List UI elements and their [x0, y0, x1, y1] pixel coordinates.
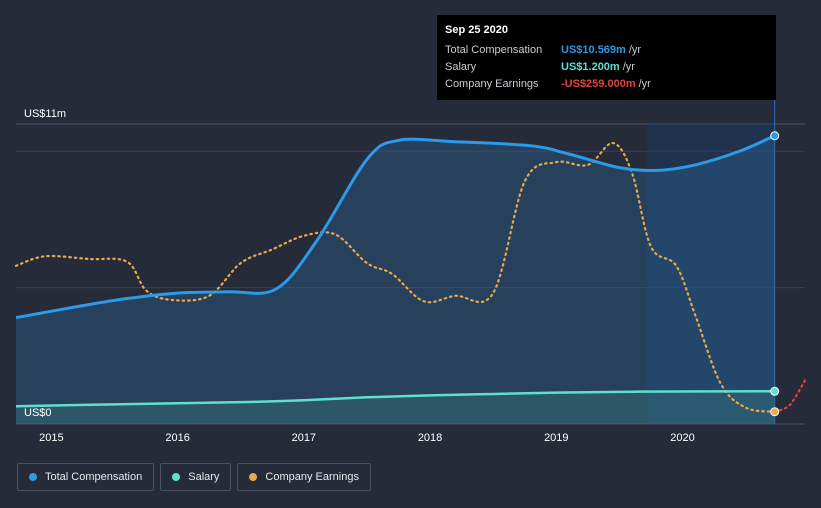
- tooltip-value: -US$259.000m: [561, 77, 636, 90]
- legend-item-salary[interactable]: Salary: [160, 463, 232, 491]
- tooltip-date: Sep 25 2020: [445, 24, 508, 36]
- y-tick-label: US$0: [24, 407, 52, 419]
- grid-layer: [16, 100, 805, 425]
- y-tick-label: US$11m: [24, 108, 66, 120]
- legend-dot-icon: [172, 473, 181, 481]
- tooltip-label: Total Compensation: [445, 43, 543, 56]
- tooltip-label: Salary: [445, 60, 477, 73]
- tooltip-unit: /yr: [628, 43, 642, 56]
- total-compensation-area: [16, 135, 775, 424]
- x-tick-label: 2019: [544, 432, 568, 444]
- x-tick-label: 2015: [39, 432, 63, 444]
- tooltip-row-total-compensation: Total Compensation US$10.569m /yr: [445, 41, 768, 58]
- legend: Total Compensation Salary Company Earnin…: [17, 463, 371, 491]
- salary-line: [15, 390, 775, 408]
- legend-label: Salary: [188, 471, 220, 483]
- x-tick-label: 2018: [418, 432, 442, 444]
- tooltip-label: Company Earnings: [445, 77, 539, 90]
- label-layer: US$0 US$11m 2015 2016 2017 2018 2019 2020: [24, 108, 695, 444]
- tooltip-unit: /yr: [622, 60, 635, 73]
- legend-label: Company Earnings: [265, 471, 359, 483]
- highlight-band: [647, 124, 775, 424]
- line-layer: [14, 131, 807, 417]
- legend-label: Total Compensation: [45, 471, 143, 483]
- salary-point: [770, 386, 780, 396]
- tooltip-unit: /yr: [638, 77, 651, 90]
- x-tick-label: 2017: [292, 432, 316, 444]
- legend-dot-icon: [249, 473, 258, 481]
- x-tick-label: 2020: [670, 432, 694, 444]
- tooltip-value: US$1.200m: [561, 60, 620, 73]
- legend-item-total-compensation[interactable]: Total Compensation: [17, 463, 155, 491]
- total-compensation-line: [15, 134, 776, 320]
- tooltip-value: US$10.569m: [561, 43, 626, 56]
- company-earnings-negative-line: [773, 379, 807, 413]
- tooltip-row-salary: Salary US$1.200m /yr: [445, 58, 768, 75]
- company-earnings-point: [770, 407, 780, 417]
- legend-item-company-earnings[interactable]: Company Earnings: [237, 463, 371, 491]
- area-layer: [16, 135, 775, 424]
- total-compensation-point: [770, 131, 780, 141]
- tooltip: Sep 25 2020 Total Compensation US$10.569…: [437, 15, 776, 100]
- legend-dot-icon: [29, 473, 37, 481]
- x-tick-label: 2016: [165, 432, 189, 444]
- salary-area: [16, 391, 775, 424]
- tooltip-row-company-earnings: Company Earnings -US$259.000m /yr: [445, 75, 768, 92]
